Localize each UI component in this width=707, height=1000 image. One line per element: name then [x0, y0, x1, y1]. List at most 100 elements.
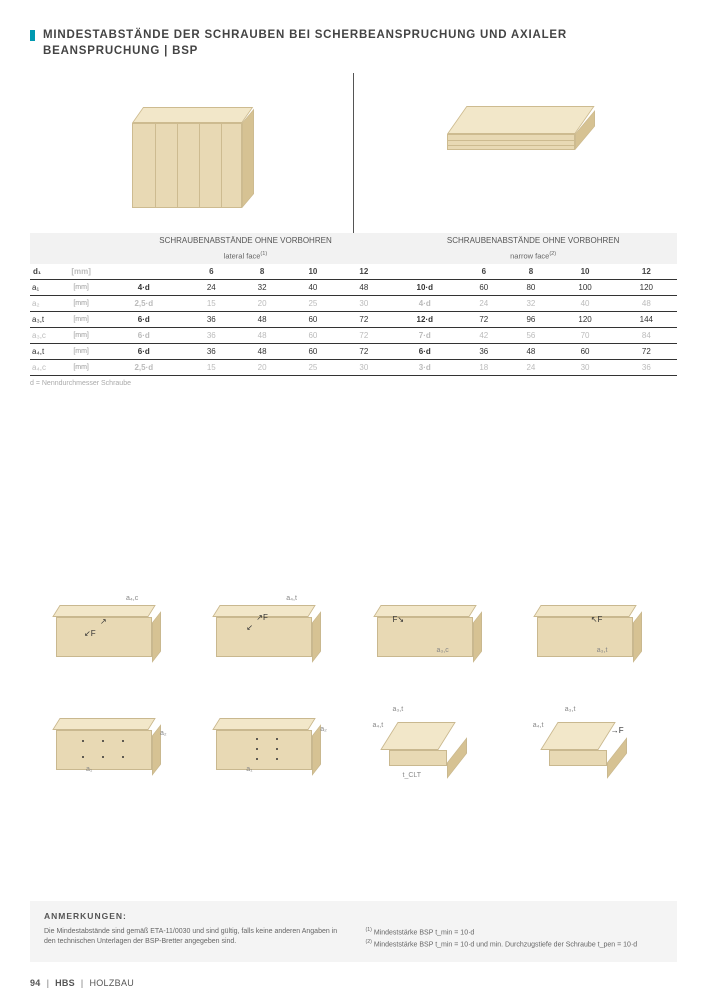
table-cell: [mm] [61, 343, 102, 359]
table-cell: 48 [237, 311, 288, 327]
table-row: a₄,c[mm]2,5·d152025303·d18243036 [30, 359, 677, 375]
table-cell: 42 [460, 327, 507, 343]
table-cell: 2,5·d [102, 359, 186, 375]
table-cell: 72 [460, 311, 507, 327]
table-cell: 48 [507, 343, 554, 359]
table-cell: 12·d [389, 311, 460, 327]
table-cell: 25 [288, 295, 339, 311]
table-cell: 60 [554, 343, 615, 359]
col-8a: 8 [237, 264, 288, 280]
table-cell: 32 [237, 279, 288, 295]
table-cell: 15 [186, 359, 237, 375]
diagram-2: a₄,t ↗F ↙ [198, 587, 348, 682]
table-cell: 20 [237, 295, 288, 311]
panel-narrow-face [441, 98, 591, 208]
table-cell: 24 [186, 279, 237, 295]
table-cell: 56 [507, 327, 554, 343]
table-cell: 48 [237, 327, 288, 343]
table-head: SCHRAUBENABSTÄNDE OHNE VORBOHREN SCHRAUB… [30, 233, 677, 279]
col-12b: 12 [616, 264, 677, 280]
table-cell: 60 [288, 327, 339, 343]
table-cell: 72 [338, 327, 389, 343]
notes-box: ANMERKUNGEN: Die Mindestabstände sind ge… [30, 901, 677, 962]
footer-section: HOLZBAU [89, 978, 134, 988]
table-cell: 48 [616, 295, 677, 311]
table-cell: 7·d [389, 327, 460, 343]
table-cell: 32 [507, 295, 554, 311]
notes-right: (1) Mindeststärke BSP t_min = 10·d (2) M… [366, 927, 664, 950]
page-title: MINDESTABSTÄNDE DER SCHRAUBEN BEI SCHERB… [43, 28, 677, 59]
title-accent-mark [30, 30, 35, 41]
hero-right [353, 73, 677, 233]
page-title-row: MINDESTABSTÄNDE DER SCHRAUBEN BEI SCHERB… [30, 28, 677, 59]
footer-brand: HBS [55, 978, 75, 988]
diagram-8: a₃,t a₄,t →F [519, 700, 669, 795]
table-cell: 144 [616, 311, 677, 327]
table-cell: 10·d [389, 279, 460, 295]
table-cell: 30 [338, 359, 389, 375]
table-cell: 60 [460, 279, 507, 295]
table-cell: 6·d [389, 343, 460, 359]
table-cell: 36 [460, 343, 507, 359]
table-row: a₄,t[mm]6·d364860726·d36486072 [30, 343, 677, 359]
col-10a: 10 [288, 264, 339, 280]
table-cell: 96 [507, 311, 554, 327]
diagram-3: F↘ a₃,c [359, 587, 509, 682]
col-12a: 12 [338, 264, 389, 280]
table-cell: 6·d [102, 311, 186, 327]
header-group-right: SCHRAUBENABSTÄNDE OHNE VORBOHREN [389, 233, 677, 248]
table-cell: 72 [338, 343, 389, 359]
diagram-grid: a₄,c ↙F ↗ a₄,t ↗F ↙ F↘ a₃,c ↖F a₃,t [30, 587, 677, 795]
diagram-4: ↖F a₃,t [519, 587, 669, 682]
table-cell: 120 [616, 279, 677, 295]
table-cell: 6·d [102, 343, 186, 359]
diagram-5: a₂ a₁ [38, 700, 188, 795]
table-cell: [mm] [61, 295, 102, 311]
table-cell: a₃,c [30, 327, 61, 343]
table-cell: 30 [338, 295, 389, 311]
table-row: a₃,t[mm]6·d3648607212·d7296120144 [30, 311, 677, 327]
table-cell: 36 [186, 327, 237, 343]
table-cell: 18 [460, 359, 507, 375]
diagram-6: a₂ a₁ [198, 700, 348, 795]
table-cell: 6·d [102, 327, 186, 343]
table-cell: 25 [288, 359, 339, 375]
table-cell: 40 [554, 295, 615, 311]
table-cell: 72 [338, 311, 389, 327]
table-cell: 36 [616, 359, 677, 375]
hero-illustrations [30, 73, 677, 233]
table-cell: 24 [507, 359, 554, 375]
table-cell: 3·d [389, 359, 460, 375]
page-number: 94 [30, 978, 41, 988]
table-cell: a₂ [30, 295, 61, 311]
table-cell: 4·d [102, 279, 186, 295]
table-cell: a₄,t [30, 343, 61, 359]
table-cell: 36 [186, 343, 237, 359]
col-8b: 8 [507, 264, 554, 280]
table-cell: 24 [460, 295, 507, 311]
table-cell: a₄,c [30, 359, 61, 375]
table-cell: 72 [616, 343, 677, 359]
notes-title: ANMERKUNGEN: [44, 911, 663, 921]
table-cell: 120 [554, 311, 615, 327]
table-cell: 4·d [389, 295, 460, 311]
table-body: a₁[mm]4·d2432404810·d6080100120a₂[mm]2,5… [30, 279, 677, 375]
table-cell: 70 [554, 327, 615, 343]
diagram-1: a₄,c ↙F ↗ [38, 587, 188, 682]
table-cell: 30 [554, 359, 615, 375]
table-cell: 15 [186, 295, 237, 311]
panel-lateral-face [122, 93, 262, 213]
table-cell: 60 [288, 311, 339, 327]
d1-label: d₁ [30, 264, 61, 280]
table-cell: 40 [288, 279, 339, 295]
table-cell: a₃,t [30, 311, 61, 327]
notes-left: Die Mindestabstände sind gemäß ETA-11/00… [44, 927, 342, 950]
table-row: a₁[mm]4·d2432404810·d6080100120 [30, 279, 677, 295]
spec-table: SCHRAUBENABSTÄNDE OHNE VORBOHREN SCHRAUB… [30, 233, 677, 376]
table-cell: 48 [338, 279, 389, 295]
table-row: a₃,c[mm]6·d364860727·d42567084 [30, 327, 677, 343]
table-cell: 2,5·d [102, 295, 186, 311]
table-cell: 84 [616, 327, 677, 343]
col-10b: 10 [554, 264, 615, 280]
table-cell: 48 [237, 343, 288, 359]
